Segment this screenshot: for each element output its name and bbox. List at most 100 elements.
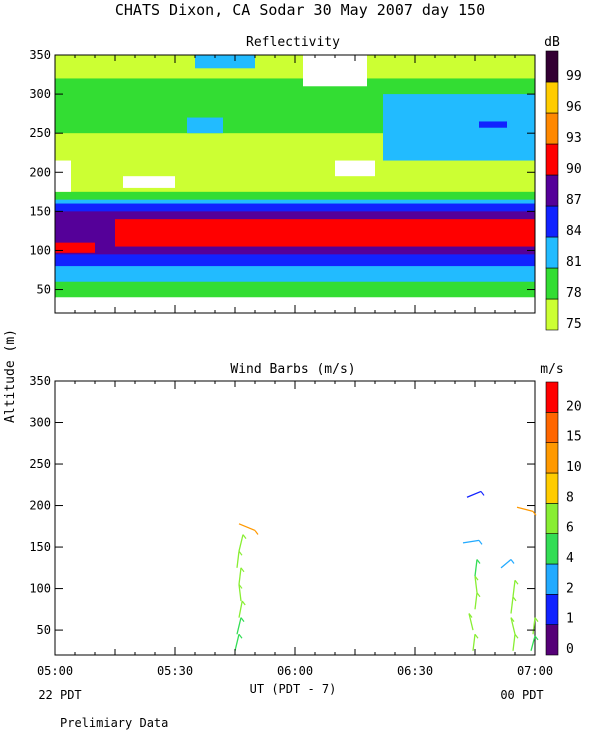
y-tick-label: 250 — [29, 126, 51, 140]
colorbar-swatch — [545, 81, 559, 114]
x-tick-label: 06:00 — [277, 664, 313, 678]
right-time-label: 00 PDT — [500, 688, 543, 702]
y-tick-label: 200 — [29, 165, 51, 179]
y-tick-label: 350 — [29, 374, 51, 388]
footer-note: Prelimiary Data — [60, 716, 168, 730]
wind-barb-1 — [236, 617, 242, 635]
x-tick-label: 05:00 — [37, 664, 73, 678]
wind-barb-0 — [234, 634, 240, 652]
wind-colorbar-unit: m/s — [540, 362, 563, 377]
colorbar-swatch — [545, 267, 559, 300]
y-tick-label: 100 — [29, 243, 51, 257]
colorbar-swatch — [545, 624, 559, 656]
colorbar-label: 6 — [566, 521, 574, 536]
reflectivity-colorbar-unit: dB — [544, 35, 560, 50]
wind-barb-18 — [512, 580, 516, 597]
y-tick-label: 300 — [29, 416, 51, 430]
colorbar-label: 99 — [566, 69, 582, 84]
colorbar-swatch — [545, 533, 559, 565]
x-tick-label: 07:00 — [517, 664, 553, 678]
wind-barb-13 — [462, 539, 480, 544]
wind-barb-flag-19 — [510, 559, 515, 564]
wind-barb-flag-13 — [478, 540, 483, 545]
wind-barb-flag-1 — [240, 617, 245, 622]
wind-barb-flag-9 — [468, 613, 473, 618]
y-tick-label: 350 — [29, 48, 51, 62]
x-axis-label: UT (PDT - 7) — [250, 682, 337, 696]
wind-barb-9 — [468, 613, 474, 631]
left-time-label: 22 PDT — [38, 688, 81, 702]
colorbar-swatch — [545, 381, 559, 413]
figure-title: CHATS Dixon, CA Sodar 30 May 2007 day 15… — [115, 1, 485, 19]
colorbar-label: 75 — [566, 317, 582, 332]
wind-barb-flag-7 — [254, 530, 259, 535]
wind-barbs-ticks: 50 100 150 200 250 300 350 05:00 05:30 06:00 06:30… — [29, 374, 553, 678]
colorbar-swatch — [545, 174, 559, 207]
colorbar-label: 81 — [566, 255, 582, 270]
colorbar-label: 78 — [566, 286, 582, 301]
x-tick-label: 05:30 — [157, 664, 193, 678]
wind-barb-21 — [530, 635, 536, 652]
colorbar-label: 0 — [566, 642, 574, 657]
colorbar-swatch — [545, 594, 559, 625]
reflectivity-contour-12 — [55, 160, 71, 192]
colorbar-label: 90 — [566, 162, 582, 177]
wind-barb-2 — [238, 600, 243, 618]
reflectivity-title: Reflectivity — [246, 35, 340, 50]
reflectivity-ticks: 50 100 150 200 250 300 350 — [29, 48, 536, 313]
colorbar-swatch — [545, 412, 559, 443]
reflectivity-contour-15 — [303, 55, 367, 87]
wind-barb-16 — [510, 617, 516, 635]
wind-colorbar: 0 1 2 4 6 8 10 15 20 — [545, 381, 582, 657]
wind-barb-flag-12 — [476, 559, 481, 564]
wind-barb-22 — [532, 617, 536, 635]
wind-barb-flag-10 — [476, 592, 481, 598]
wind-barbs-frame — [54, 380, 536, 656]
wind-barb-flag-21 — [534, 635, 539, 641]
reflectivity-contour-9 — [383, 94, 535, 161]
wind-barbs-title: Wind Barbs (m/s) — [230, 362, 355, 377]
reflectivity-contour-11 — [479, 121, 507, 128]
colorbar-label: 2 — [566, 581, 574, 596]
wind-barb-15 — [512, 634, 516, 651]
colorbar-label: 84 — [566, 224, 582, 239]
reflectivity-contour-5 — [115, 219, 535, 247]
colorbar-label: 8 — [566, 490, 574, 505]
wind-barb-flag-4 — [240, 567, 245, 573]
wind-barb-6 — [238, 534, 244, 552]
wind-barb-flag-6 — [242, 534, 247, 539]
wind-barb-7 — [238, 523, 256, 532]
wind-barb-flag-3 — [238, 584, 243, 589]
x-tick-label: 06:30 — [397, 664, 433, 678]
wind-barb-12 — [474, 559, 478, 577]
reflectivity-contour-14 — [335, 160, 375, 177]
wind-barb-17 — [510, 596, 514, 614]
colorbar-swatch — [545, 298, 559, 331]
colorbar-swatch — [545, 503, 559, 534]
colorbar-swatch — [545, 143, 559, 176]
y-tick-label: 200 — [29, 499, 51, 513]
wind-barb-3 — [238, 584, 242, 602]
colorbar-label: 96 — [566, 100, 582, 115]
wind-barb-11 — [474, 576, 478, 593]
wind-barb-10 — [474, 592, 478, 610]
wind-barbs-marks — [234, 490, 539, 652]
wind-barb-flag-18 — [514, 579, 519, 585]
y-tick-label: 150 — [29, 540, 51, 554]
wind-barb-20 — [516, 506, 534, 512]
wind-barb-flag-16 — [510, 617, 515, 622]
reflectivity-contour-10 — [195, 55, 255, 69]
colorbar-label: 87 — [566, 193, 582, 208]
colorbar-swatch — [545, 50, 559, 83]
y-tick-label: 100 — [29, 582, 51, 596]
wind-barb-flag-22 — [534, 617, 539, 622]
y-axis-label: Altitude (m) — [3, 329, 18, 423]
colorbar-swatch — [545, 472, 559, 504]
wind-barb-flag-14 — [480, 491, 485, 496]
wind-barb-4 — [238, 567, 242, 585]
colorbar-label: 4 — [566, 551, 574, 566]
reflectivity-contour-6 — [55, 242, 95, 253]
y-tick-label: 250 — [29, 457, 51, 471]
y-tick-label: 300 — [29, 87, 51, 101]
